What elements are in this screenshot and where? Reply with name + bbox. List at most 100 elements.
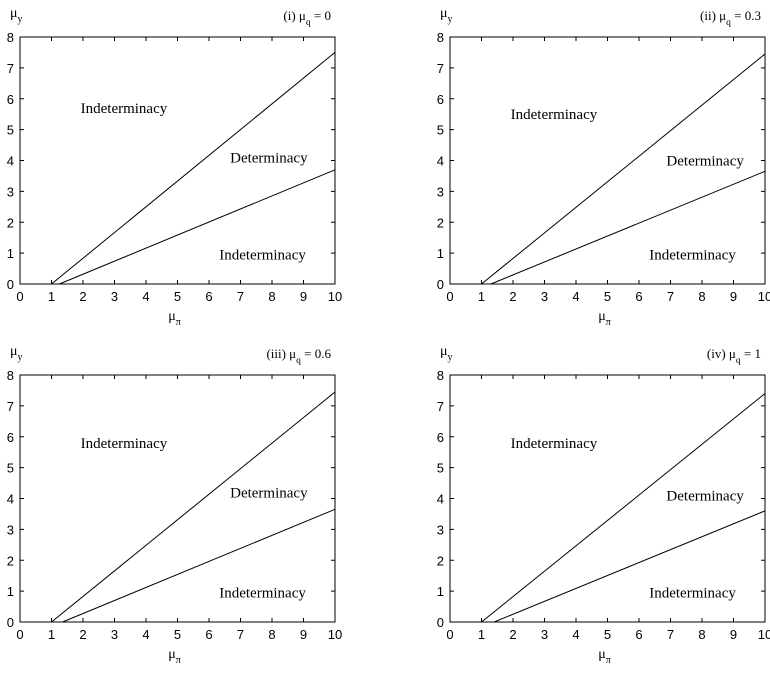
x-tick-label: 10 [328, 289, 342, 304]
x-tick-label: 7 [237, 627, 244, 642]
y-tick-label: 5 [7, 123, 14, 138]
y-tick-label: 5 [437, 123, 444, 138]
subplot-4: 0 1 2 3 4 5 6 7 8 9 10 0 1 2 3 4 5 6 7 8 Indeterminacy Determ… [437, 344, 770, 666]
y-tick-label: 3 [7, 184, 14, 199]
x-tick-label: 3 [541, 289, 548, 304]
x-tick-label: 10 [758, 627, 770, 642]
boundary-line-2 [493, 510, 766, 623]
x-tick-label: 3 [541, 627, 548, 642]
x-tick-label: 1 [478, 627, 485, 642]
x-tick-label: 3 [111, 627, 118, 642]
y-tick-label: 4 [7, 492, 14, 507]
y-tick-label: 0 [7, 277, 14, 292]
y-tick-label: 7 [7, 399, 14, 414]
y-axis-label-subscript: y [448, 14, 453, 25]
y-tick-label: 3 [437, 184, 444, 199]
x-tick-label: 5 [604, 627, 611, 642]
region-label: Indeterminacy [219, 248, 306, 264]
y-tick-label: 7 [437, 399, 444, 414]
x-tick-label: 8 [268, 627, 275, 642]
y-tick-label: 3 [437, 522, 444, 537]
x-tick-label: 10 [758, 289, 770, 304]
x-tick-label: 4 [142, 289, 149, 304]
y-tick-label: 0 [7, 615, 14, 630]
region-label: Indeterminacy [649, 248, 736, 264]
y-tick-label: 5 [437, 461, 444, 476]
x-tick-label: 5 [174, 627, 181, 642]
x-tick-label: 7 [237, 289, 244, 304]
x-tick-label: 5 [174, 289, 181, 304]
subplot-title: (ii) μq = 0.3 [700, 8, 761, 28]
region-label: Indeterminacy [511, 436, 598, 452]
x-tick-label: 7 [667, 627, 674, 642]
y-axis-label: μy [10, 6, 23, 25]
y-tick-label: 6 [7, 430, 14, 445]
region-label: Determinacy [230, 150, 308, 166]
y-tick-label: 8 [437, 30, 444, 45]
y-axis-label-main: μ [440, 344, 448, 359]
subplot-title-main: (iii) μ [266, 346, 296, 361]
subplot-title-main: (iv) μ [707, 346, 736, 361]
x-tick-label: 6 [635, 627, 642, 642]
x-tick-label: 5 [604, 289, 611, 304]
x-tick-label: 9 [300, 627, 307, 642]
x-tick-label: 10 [328, 627, 342, 642]
y-tick-label: 4 [437, 154, 444, 169]
y-tick-label: 8 [7, 30, 14, 45]
subplot-title-value: = 0.6 [301, 346, 332, 361]
subplot-title-subscript: q [726, 18, 731, 28]
x-tick-label: 1 [478, 289, 485, 304]
subplot-title: (iv) μq = 1 [707, 346, 761, 366]
x-axis-label: μπ [598, 309, 611, 328]
x-axis-label: μπ [168, 309, 181, 328]
x-tick-label: 0 [446, 289, 453, 304]
x-tick-label: 4 [142, 627, 149, 642]
x-tick-label: 0 [16, 627, 23, 642]
y-axis-label: μy [10, 344, 23, 363]
x-tick-label: 8 [698, 289, 705, 304]
region-label: Indeterminacy [511, 107, 598, 123]
region-label: Indeterminacy [649, 586, 736, 602]
y-tick-label: 1 [7, 246, 14, 261]
y-axis-label-subscript: y [18, 352, 23, 363]
boundary-line-1 [481, 53, 766, 285]
y-tick-label: 1 [7, 584, 14, 599]
x-axis-label-subscript: π [606, 655, 611, 666]
x-tick-label: 2 [79, 627, 86, 642]
y-axis-label-main: μ [10, 344, 18, 359]
subplot-title-value: = 1 [741, 346, 761, 361]
y-tick-label: 6 [437, 92, 444, 107]
region-label: Indeterminacy [219, 586, 306, 602]
y-tick-label: 2 [7, 215, 14, 230]
region-label: Indeterminacy [81, 436, 168, 452]
x-tick-label: 6 [205, 289, 212, 304]
boundary-line-2 [62, 508, 336, 623]
y-tick-label: 2 [437, 215, 444, 230]
x-axis-label-subscript: π [606, 317, 611, 328]
x-tick-label: 8 [268, 289, 275, 304]
x-axis-label-main: μ [598, 309, 606, 324]
x-tick-label: 2 [509, 627, 516, 642]
x-axis-label: μπ [168, 647, 181, 666]
boundary-line-2 [59, 169, 336, 285]
x-tick-label: 1 [48, 289, 55, 304]
x-axis-label-subscript: π [176, 317, 181, 328]
x-tick-label: 2 [79, 289, 86, 304]
x-tick-label: 2 [509, 289, 516, 304]
y-axis-label: μy [440, 6, 453, 25]
x-tick-label: 0 [446, 627, 453, 642]
x-tick-label: 4 [572, 627, 579, 642]
x-tick-label: 0 [16, 289, 23, 304]
x-tick-label: 7 [667, 289, 674, 304]
x-axis-label-main: μ [168, 647, 176, 662]
y-tick-label: 4 [437, 492, 444, 507]
y-axis-label-subscript: y [18, 14, 23, 25]
x-axis-label-main: μ [168, 309, 176, 324]
y-axis-label-main: μ [10, 6, 18, 21]
region-label: Determinacy [666, 488, 744, 504]
subplot-2: 0 1 2 3 4 5 6 7 8 9 10 0 1 2 3 4 5 6 7 8 Indeterminacy Determ… [437, 6, 770, 328]
y-axis-label: μy [440, 344, 453, 363]
boundary-line-2 [490, 170, 766, 285]
x-tick-label: 9 [730, 289, 737, 304]
